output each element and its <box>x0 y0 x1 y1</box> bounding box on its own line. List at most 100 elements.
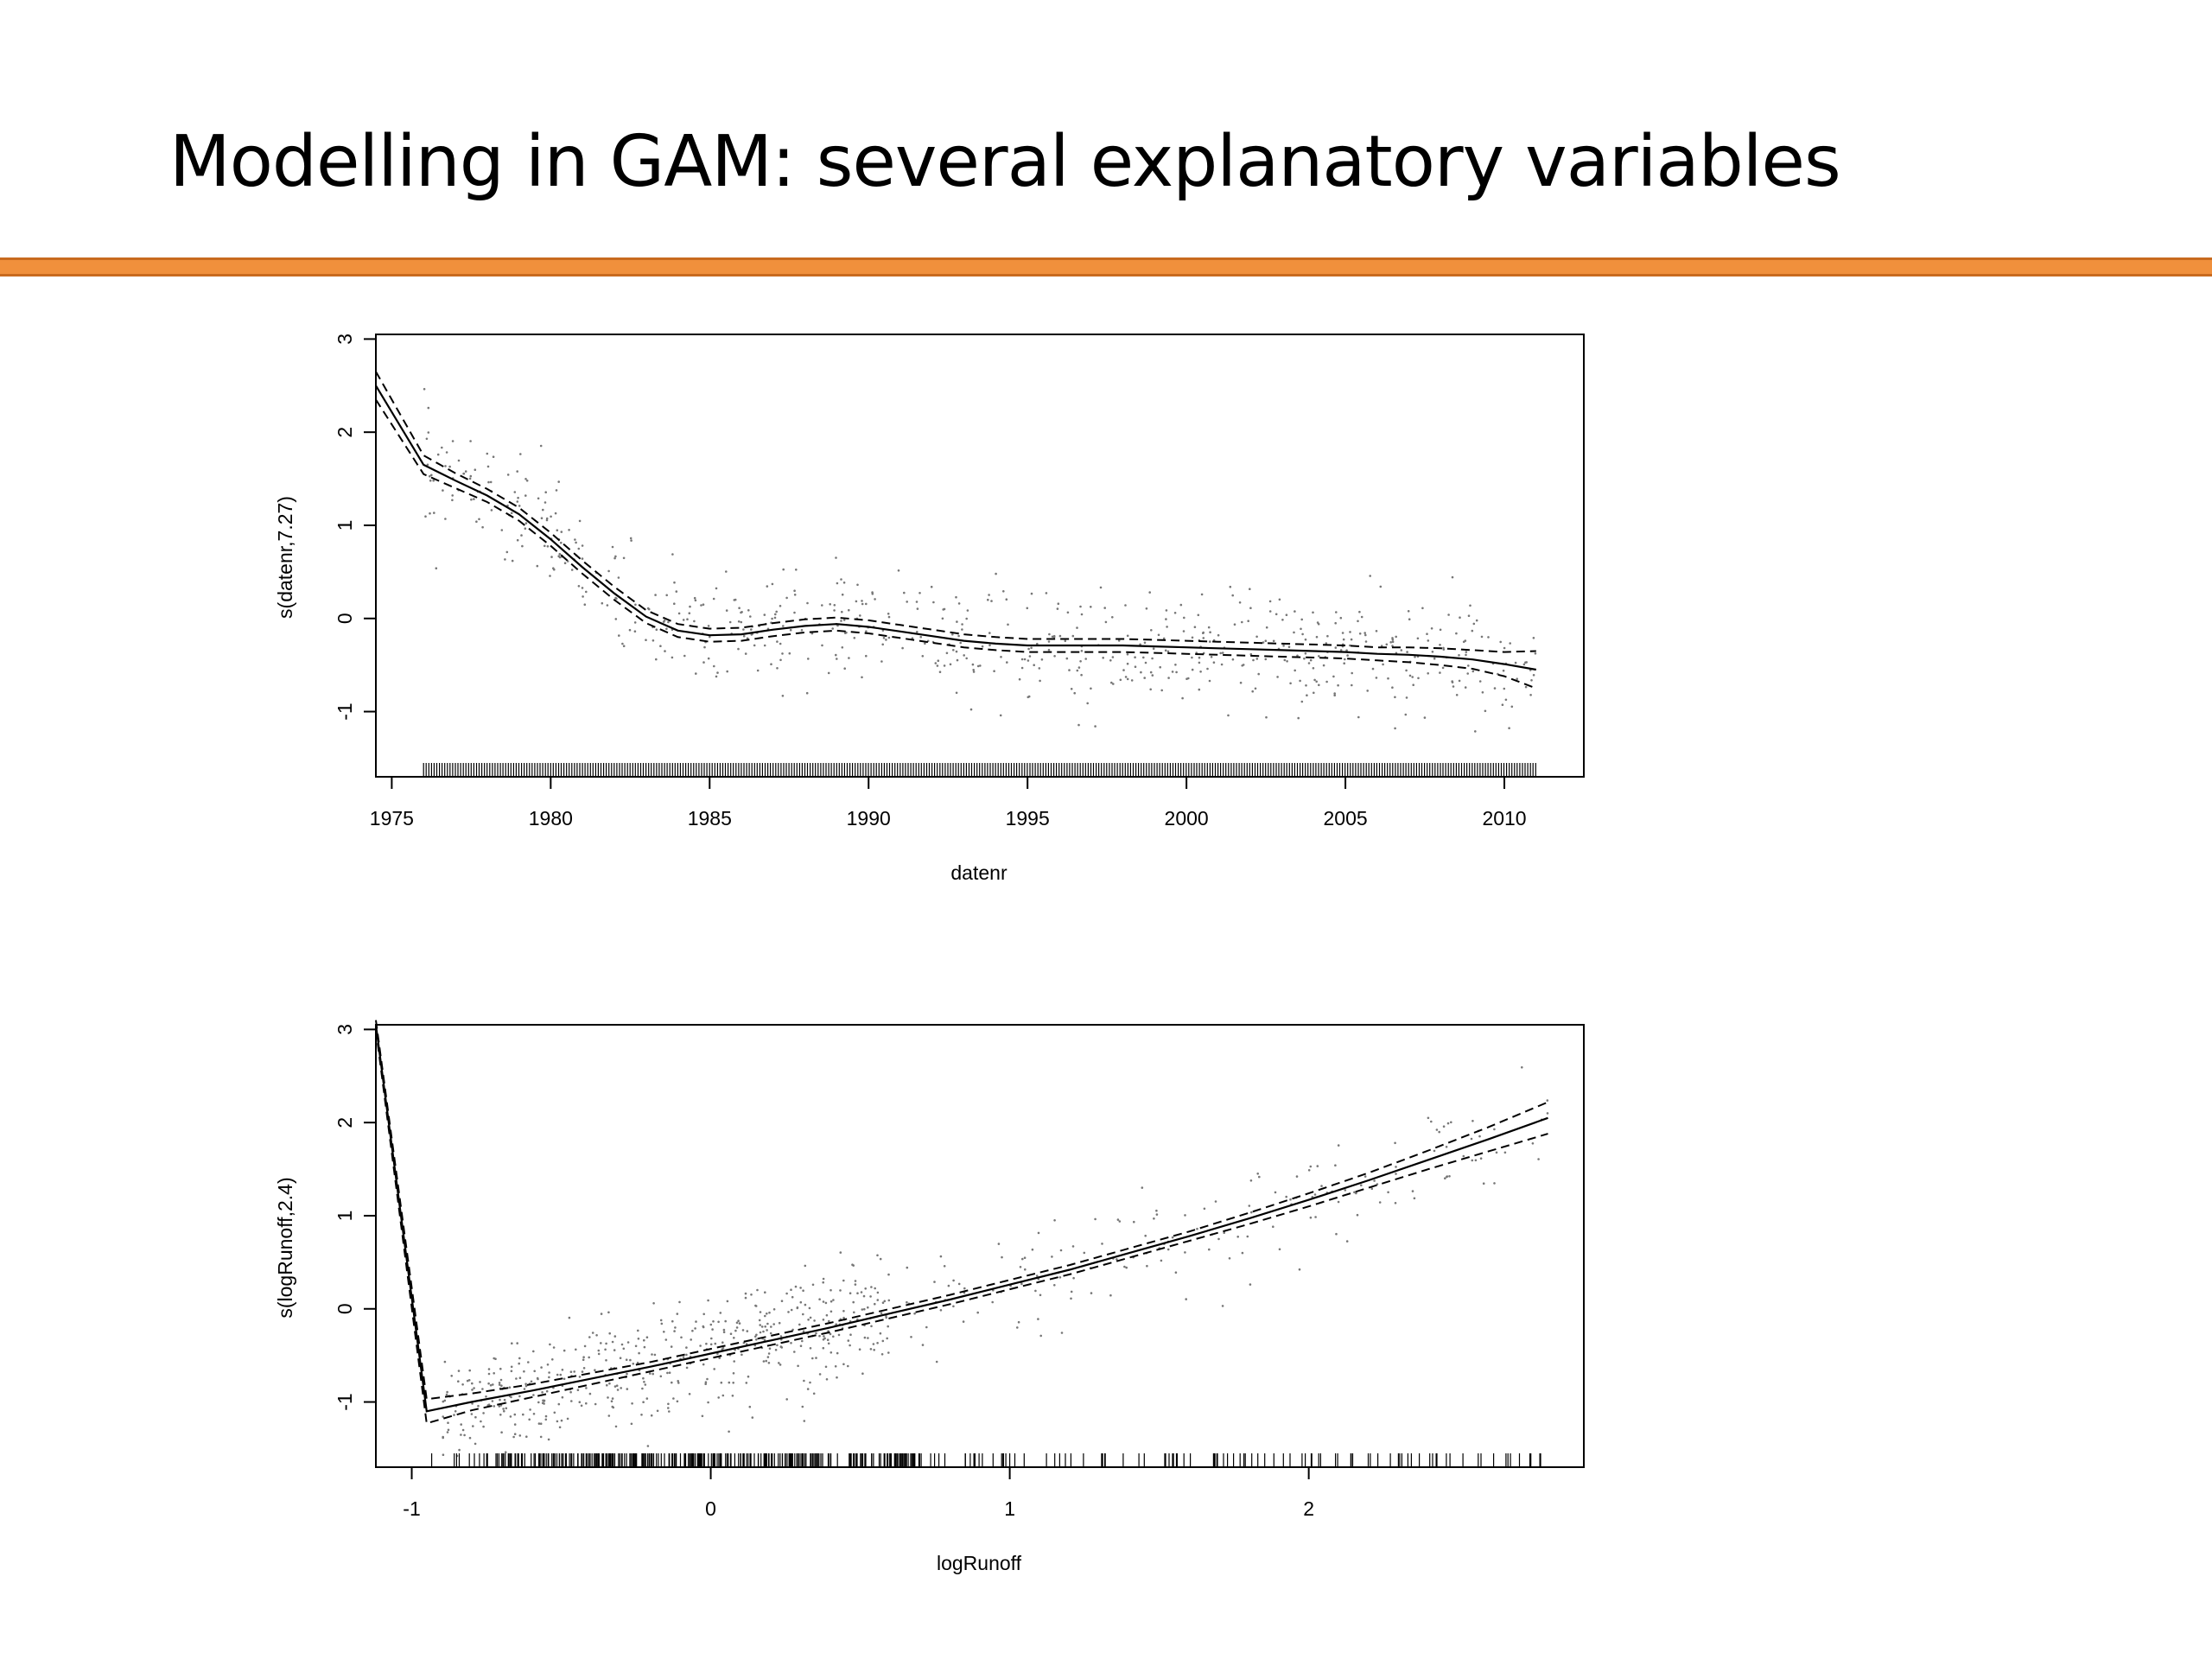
residual-point <box>766 1322 769 1325</box>
residual-point <box>1071 634 1075 638</box>
residual-point <box>1056 607 1059 610</box>
residual-point <box>837 1333 841 1337</box>
residual-point <box>842 619 846 621</box>
residual-point <box>747 609 750 612</box>
residual-point <box>540 1366 543 1369</box>
residual-point <box>461 1428 465 1432</box>
residual-point <box>1155 1213 1159 1216</box>
residual-point <box>541 1391 543 1394</box>
residual-point <box>836 658 838 660</box>
residual-point <box>1493 687 1497 690</box>
residual-point <box>429 512 431 515</box>
residual-point <box>1522 663 1526 666</box>
residual-point <box>1024 1268 1027 1271</box>
smooth-line <box>375 385 1536 671</box>
residual-point <box>1487 636 1490 639</box>
residual-point <box>760 1325 764 1328</box>
residual-point <box>588 1392 592 1395</box>
residual-point <box>1366 690 1369 692</box>
residual-point <box>1080 673 1083 677</box>
residual-point <box>503 1398 506 1402</box>
residual-point <box>699 1344 702 1347</box>
residual-point <box>543 544 546 548</box>
residual-point <box>529 1408 531 1411</box>
residual-point <box>1529 694 1532 696</box>
residual-point <box>1209 640 1211 643</box>
residual-point <box>1246 1235 1249 1238</box>
residual-point <box>726 670 728 673</box>
residual-point <box>1153 1217 1155 1220</box>
residual-point <box>1337 1144 1340 1147</box>
residual-point <box>1077 666 1081 669</box>
residual-point <box>636 1361 639 1364</box>
residual-point <box>1233 623 1236 626</box>
residual-point <box>487 480 490 484</box>
residual-point <box>1380 645 1383 647</box>
residual-point <box>1447 613 1450 616</box>
residual-point <box>568 1316 571 1319</box>
residual-point <box>976 1311 979 1314</box>
residual-point <box>544 491 547 493</box>
residual-point <box>988 644 991 647</box>
residual-point <box>881 1301 885 1304</box>
residual-point <box>1207 626 1211 629</box>
residual-point <box>578 1401 582 1403</box>
residual-point <box>1316 1165 1319 1167</box>
residual-point <box>474 468 477 471</box>
residual-point <box>607 1311 610 1314</box>
residual-point <box>800 629 804 632</box>
residual-point <box>1254 687 1257 690</box>
residual-point <box>738 607 741 609</box>
residual-point <box>965 657 968 660</box>
residual-point <box>489 1383 493 1387</box>
residual-point <box>643 1338 645 1342</box>
residual-point <box>663 1331 665 1333</box>
residual-point <box>487 1368 491 1370</box>
residual-point <box>471 1402 474 1405</box>
residual-point <box>487 1382 490 1385</box>
residual-point <box>520 534 523 537</box>
residual-point <box>429 474 431 478</box>
residual-point <box>581 544 584 547</box>
residual-point <box>427 406 430 410</box>
residual-point <box>1394 1141 1396 1145</box>
residual-point <box>955 650 958 653</box>
residual-point <box>631 1402 633 1405</box>
residual-point <box>1358 632 1362 635</box>
residual-point <box>481 1388 484 1390</box>
residual-point <box>806 601 809 605</box>
residual-point <box>1084 658 1087 660</box>
residual-point <box>1181 696 1184 700</box>
residual-point <box>1345 649 1348 652</box>
residual-point <box>1117 639 1121 642</box>
x-tick-label: 1975 <box>370 807 414 830</box>
residual-point <box>516 538 519 542</box>
residual-point <box>843 667 846 670</box>
residual-point <box>543 501 547 504</box>
residual-point <box>768 1347 772 1350</box>
residual-point <box>722 1328 726 1332</box>
residual-point <box>504 1451 507 1453</box>
residual-point <box>617 576 620 579</box>
residual-point <box>764 1291 766 1294</box>
residual-point <box>1076 669 1079 672</box>
residual-point <box>545 518 549 522</box>
residual-point <box>581 1370 584 1373</box>
residual-point <box>606 1383 608 1387</box>
residual-point <box>683 654 686 658</box>
residual-point <box>885 639 887 641</box>
residual-point <box>1166 1248 1170 1251</box>
residual-point <box>518 1376 522 1379</box>
residual-point <box>558 556 562 559</box>
residual-point <box>1151 674 1154 677</box>
x-tick-label: 2010 <box>1482 807 1526 830</box>
residual-point <box>1202 631 1205 634</box>
residual-point <box>1036 642 1039 645</box>
residual-point <box>672 1397 675 1400</box>
residual-point <box>671 656 674 659</box>
residual-point <box>1184 1251 1186 1254</box>
residual-point <box>1300 627 1302 631</box>
residual-point <box>1058 634 1062 638</box>
residual-point <box>689 605 691 608</box>
